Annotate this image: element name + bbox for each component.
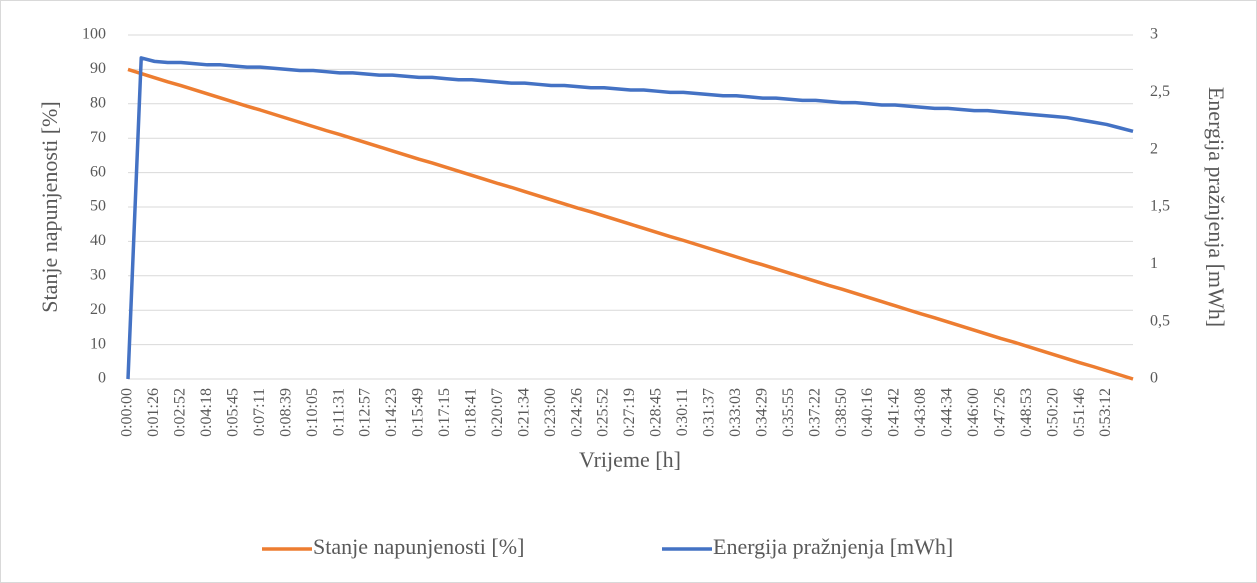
y2-axis-label: Energija pražnjenja [mWh] [1204, 87, 1229, 327]
y-tick-label: 80 [90, 94, 106, 111]
x-tick-label: 0:41:42 [886, 388, 903, 437]
x-tick-label: 0:53:12 [1097, 388, 1114, 437]
x-tick-label: 0:17:15 [436, 388, 453, 437]
x-tick-label: 0:35:55 [780, 388, 797, 437]
x-tick-label: 0:00:00 [119, 388, 136, 437]
y2-tick-label: 1,5 [1150, 198, 1170, 215]
series-line [126, 56, 1134, 380]
x-tick-label: 0:02:52 [172, 388, 189, 437]
y-axis-label: Stanje napunjenosti [%] [37, 101, 62, 312]
series-line [127, 67, 1134, 381]
x-tick-label: 0:15:49 [410, 388, 427, 437]
y-tick-label: 10 [90, 335, 106, 352]
x-tick-label: 0:37:22 [806, 388, 823, 437]
x-tick-label: 0:20:07 [489, 388, 506, 437]
x-tick-label: 0:48:53 [1018, 388, 1035, 437]
y-tick-label: 30 [90, 266, 106, 283]
x-tick-label: 0:05:45 [224, 388, 241, 437]
y2-tick-label: 2 [1150, 140, 1158, 157]
x-tick-label: 0:38:50 [833, 388, 850, 437]
x-tick-label: 0:34:29 [753, 388, 770, 437]
x-tick-label: 0:25:52 [595, 388, 612, 437]
y-tick-label: 40 [90, 232, 106, 249]
y2-tick-label: 2,5 [1150, 83, 1170, 100]
x-tick-label: 0:31:37 [701, 388, 718, 437]
legend-label: Stanje napunjenosti [%] [313, 534, 524, 559]
x-tick-label: 0:10:05 [304, 388, 321, 437]
x-tick-label: 0:18:41 [462, 388, 479, 437]
y2-tick-label: 1 [1150, 255, 1158, 272]
y-tick-label: 70 [90, 129, 106, 146]
x-tick-label: 0:21:34 [515, 388, 532, 437]
x-tick-label: 0:01:26 [145, 388, 162, 437]
y-tick-label: 20 [90, 301, 106, 318]
y-tick-label: 100 [82, 26, 106, 43]
y-tick-label: 60 [90, 163, 106, 180]
x-tick-label: 0:28:45 [648, 388, 665, 437]
x-tick-label: 0:44:34 [939, 388, 956, 437]
y-tick-label: 90 [90, 60, 106, 77]
x-axis-label: Vrijeme [h] [579, 447, 681, 472]
x-tick-label: 0:47:26 [991, 388, 1008, 437]
x-tick-label: 0:30:11 [674, 388, 691, 436]
x-tick-label: 0:08:39 [277, 388, 294, 437]
x-tick-label: 0:04:18 [198, 388, 215, 437]
x-tick-label: 0:07:11 [251, 388, 268, 436]
y2-tick-label: 0,5 [1150, 312, 1170, 329]
x-tick-label: 0:51:46 [1071, 388, 1088, 437]
x-tick-label: 0:43:08 [912, 388, 929, 437]
y2-tick-label: 3 [1150, 26, 1158, 43]
y2-tick-label: 0 [1150, 370, 1158, 387]
x-tick-label: 0:27:19 [621, 388, 638, 437]
x-tick-label: 0:50:20 [1044, 388, 1061, 437]
y-tick-label: 50 [90, 198, 106, 215]
legend-label: Energija pražnjenja [mWh] [713, 534, 953, 559]
x-tick-label: 0:33:03 [727, 388, 744, 437]
y-tick-label: 0 [98, 370, 106, 387]
x-tick-label: 0:40:16 [859, 388, 876, 437]
x-tick-label: 0:46:00 [965, 388, 982, 437]
x-tick-label: 0:11:31 [330, 388, 347, 436]
x-tick-label: 0:24:26 [568, 388, 585, 437]
x-tick-label: 0:12:57 [357, 388, 374, 437]
x-tick-label: 0:14:23 [383, 388, 400, 437]
x-tick-label: 0:23:00 [542, 388, 559, 437]
